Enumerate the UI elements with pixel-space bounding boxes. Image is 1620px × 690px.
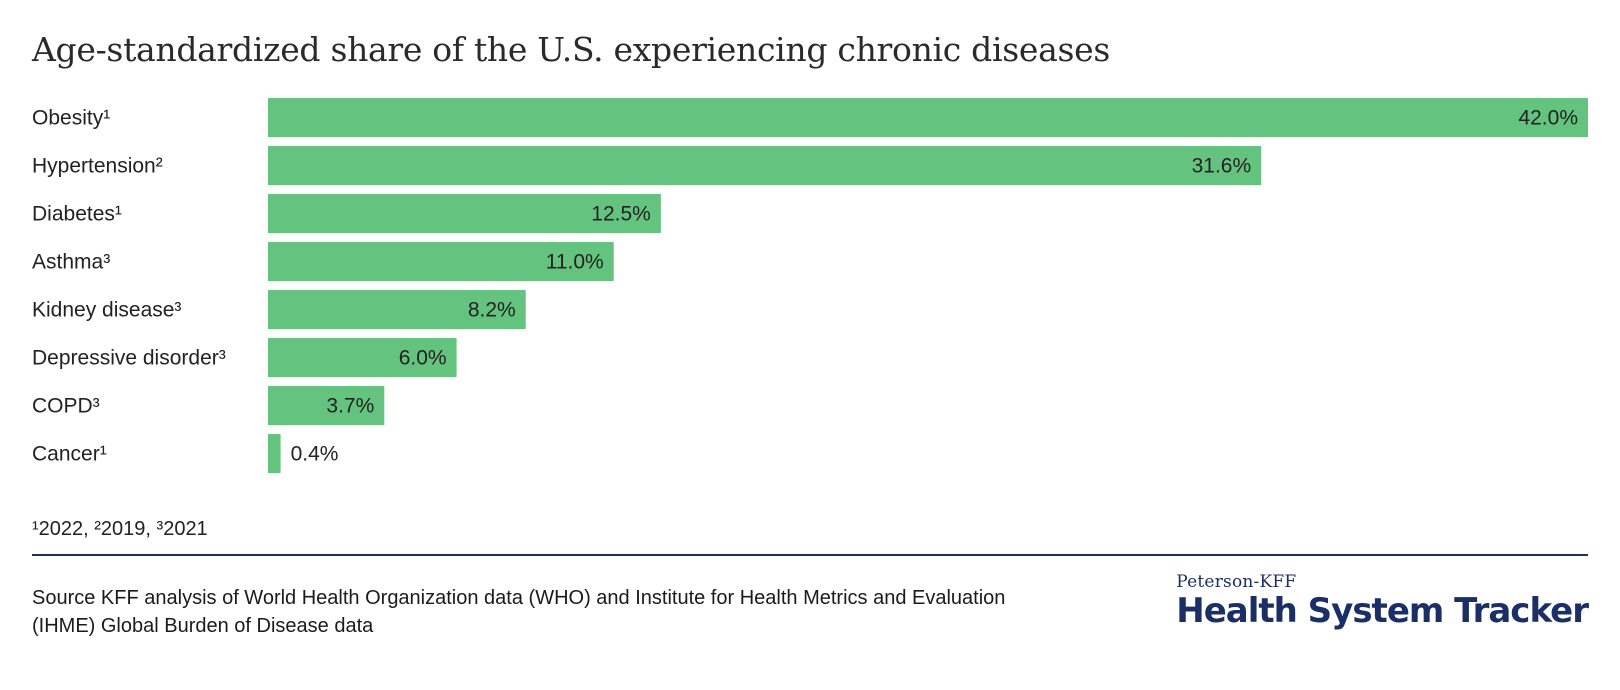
category-label: COPD³ — [32, 395, 100, 418]
logo-title: Health System Tracker — [1176, 591, 1589, 631]
bar — [268, 146, 1262, 185]
footnote: ¹2022, ²2019, ³2021 — [32, 518, 208, 540]
value-label: 11.0% — [546, 251, 604, 274]
divider — [32, 554, 1588, 556]
value-label: 3.7% — [326, 395, 374, 418]
category-label: Diabetes¹ — [32, 203, 122, 226]
bar — [268, 98, 1588, 137]
value-label: 12.5% — [591, 203, 651, 226]
category-label: Depressive disorder³ — [32, 347, 226, 370]
value-label: 8.2% — [468, 299, 516, 322]
category-label: Kidney disease³ — [32, 299, 181, 322]
value-label: 31.6% — [1192, 155, 1252, 178]
category-label: Hypertension² — [32, 155, 163, 178]
bar — [268, 242, 614, 281]
source-note: Source KFF analysis of World Health Orga… — [32, 587, 1006, 637]
bar-chart: Obesity¹ 42.0% Hypertension² 31.6% Diabetes¹… — [32, 98, 1588, 473]
category-label: Cancer¹ — [32, 443, 107, 466]
bar — [268, 434, 281, 473]
category-label: Obesity¹ — [32, 107, 110, 130]
value-label: 6.0% — [399, 347, 447, 370]
bar — [268, 290, 526, 329]
bar — [268, 338, 457, 377]
chart-title: Age-standardized share of the U.S. exper… — [32, 30, 1110, 69]
bar — [268, 386, 385, 425]
bar — [268, 194, 661, 233]
category-label: Asthma³ — [32, 251, 110, 274]
value-label: 42.0% — [1518, 107, 1578, 130]
logo-subtitle: Peterson-KFF — [1176, 572, 1297, 592]
value-label: 0.4% — [291, 443, 339, 466]
brand-logo: Peterson-KFF Health System Tracker — [1176, 572, 1589, 631]
